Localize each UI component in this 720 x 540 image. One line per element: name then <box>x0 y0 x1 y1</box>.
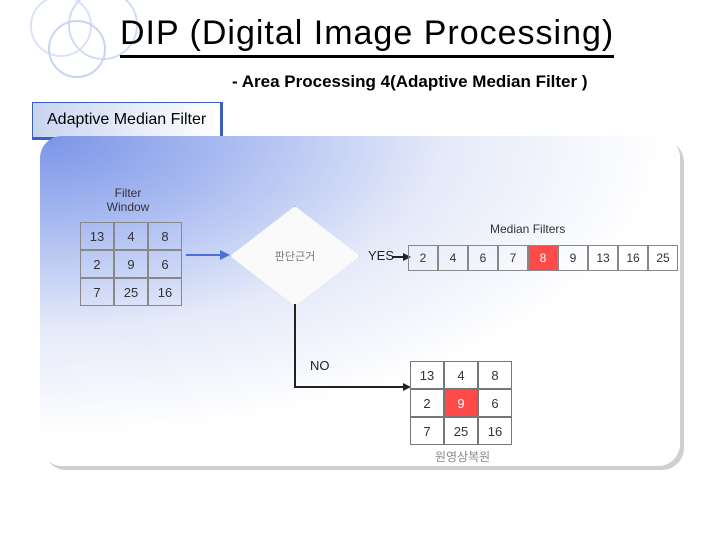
grid-cell: 9 <box>114 250 148 278</box>
page-subtitle: - Area Processing 4(Adaptive Median Filt… <box>232 72 588 92</box>
sorted-row: 246789131625 <box>408 245 678 271</box>
sorted-cell: 8 <box>528 245 558 271</box>
grid-cell: 13 <box>410 361 444 389</box>
grid-cell: 6 <box>478 389 512 417</box>
sorted-cell: 6 <box>468 245 498 271</box>
no-label: NO <box>310 358 330 373</box>
page-title: DIP (Digital Image Processing) <box>120 14 614 58</box>
section-badge: Adaptive Median Filter <box>32 102 223 140</box>
filter-window-label: Filter Window <box>98 186 158 215</box>
arrow-yes <box>392 256 404 258</box>
filter-window-grid: 1348 296 72516 <box>80 222 182 306</box>
grid-cell: 16 <box>148 278 182 306</box>
diamond-label: 판단근거 <box>275 248 315 264</box>
grid-cell: 7 <box>80 278 114 306</box>
sorted-cell: 2 <box>408 245 438 271</box>
grid-cell: 13 <box>80 222 114 250</box>
grid-cell: 4 <box>444 361 478 389</box>
decision-diamond: 판단근거 <box>230 206 360 306</box>
yes-label: YES <box>368 248 394 263</box>
median-filters-label: Median Filters <box>490 222 565 236</box>
grid-cell: 16 <box>478 417 512 445</box>
content-panel: Filter Window 134829672516 판단근거 YES Medi… <box>40 136 680 466</box>
grid-cell: 9 <box>444 389 478 417</box>
sorted-cell: 4 <box>438 245 468 271</box>
arrow-no <box>294 386 404 388</box>
grid-cell: 8 <box>148 222 182 250</box>
sorted-cell: 7 <box>498 245 528 271</box>
grid-cell: 2 <box>410 389 444 417</box>
bottom-caption: 원영상복원 <box>435 448 490 465</box>
arrow-to-diamond <box>186 254 222 256</box>
grid-cell: 8 <box>478 361 512 389</box>
sorted-cell: 13 <box>588 245 618 271</box>
grid-cell: 25 <box>444 417 478 445</box>
sorted-cell: 9 <box>558 245 588 271</box>
sorted-cell: 25 <box>648 245 678 271</box>
grid-cell: 6 <box>148 250 182 278</box>
no-vline <box>294 304 296 386</box>
no-result-grid: 1348 296 72516 <box>410 361 512 445</box>
grid-cell: 25 <box>114 278 148 306</box>
grid-cell: 4 <box>114 222 148 250</box>
sorted-cell: 16 <box>618 245 648 271</box>
grid-cell: 7 <box>410 417 444 445</box>
grid-cell: 2 <box>80 250 114 278</box>
